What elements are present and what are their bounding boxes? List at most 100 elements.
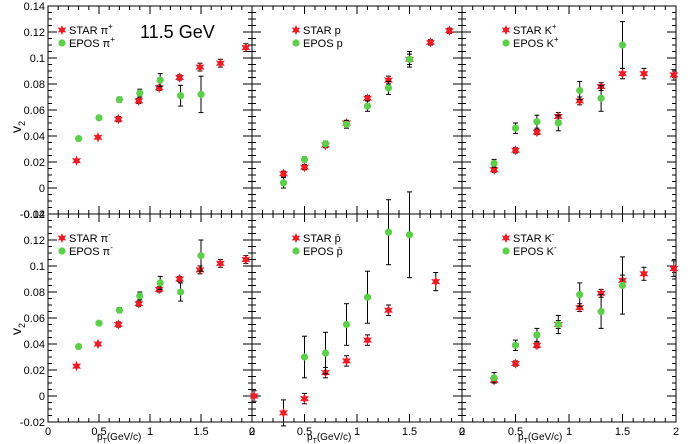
data-point-star: [215, 58, 225, 69]
epos-series: [75, 239, 205, 351]
data-point-circle: [554, 320, 562, 329]
data-point-circle: [75, 343, 83, 351]
data-point-star: [113, 113, 123, 125]
data-point-circle: [177, 288, 185, 296]
y-tick-label: 0.12: [24, 235, 45, 247]
data-point-star: [154, 82, 164, 94]
data-point-circle: [115, 306, 123, 314]
x-tick-label: 1: [566, 426, 572, 438]
x-tick-label: 0.5: [91, 426, 106, 438]
data-point-star: [575, 302, 585, 313]
data-point-star: [575, 95, 585, 107]
y-tick-label: 0: [39, 183, 45, 195]
y-tick-label: 0: [39, 391, 45, 403]
data-point-star: [669, 263, 679, 274]
panel-frame: [251, 213, 463, 423]
data-point-star: [134, 95, 144, 107]
legend-circle-marker: [292, 39, 300, 47]
legend-circle-marker: [502, 247, 510, 255]
data-point-star: [300, 393, 309, 404]
epos-series: [490, 21, 627, 168]
data-point-star: [241, 42, 251, 53]
data-point-circle: [384, 228, 393, 236]
legend-epos-label: EPOS p̄: [303, 246, 343, 258]
star-series: [249, 272, 441, 427]
legend-star-label: STAR p̄: [303, 233, 341, 245]
data-point-circle: [342, 320, 351, 329]
data-point-star: [596, 288, 606, 299]
x-tick-label: 2: [673, 426, 679, 438]
x-tick-label: 0.5: [297, 426, 312, 438]
y-tick-label: 0.02: [24, 157, 45, 169]
data-point-circle: [197, 252, 205, 260]
epos-series: [300, 191, 414, 379]
star-series: [489, 260, 679, 386]
data-point-star: [215, 258, 225, 269]
data-point-star: [511, 358, 520, 369]
data-point-circle: [618, 281, 627, 290]
data-point-circle: [490, 374, 498, 382]
data-point-circle: [279, 179, 288, 187]
data-point-circle: [156, 76, 164, 84]
legend-epos-label: EPOS K-: [513, 243, 557, 258]
data-point-star: [532, 126, 542, 138]
legend-star-marker: [501, 233, 511, 243]
data-point-circle: [533, 118, 541, 126]
legend-star-marker: [57, 233, 67, 243]
data-point-circle: [321, 349, 330, 357]
x-tick-label: 0.5: [508, 426, 523, 438]
data-point-circle: [576, 86, 584, 95]
data-point-star: [279, 168, 288, 179]
legend-star-label: STAR π+: [69, 22, 113, 37]
data-point-circle: [511, 124, 520, 132]
x-tick-label: 1.5: [615, 426, 630, 438]
data-point-star: [72, 360, 82, 372]
y-tick-label: 0.12: [24, 27, 45, 39]
legend-star-marker: [291, 25, 301, 35]
x-axis-title-left: pT(GeV/c): [97, 432, 141, 444]
data-point-star: [669, 69, 679, 81]
panel-top-right: STAR K+EPOS K+: [461, 5, 679, 215]
data-point-circle: [115, 96, 123, 104]
x-tick-label: 0: [459, 426, 465, 438]
panel-frame: [461, 213, 677, 423]
y-tick-label: 0.02: [24, 365, 45, 377]
data-point-circle: [405, 55, 414, 63]
data-point-star: [639, 68, 649, 79]
data-point-star: [195, 61, 205, 73]
data-point-circle: [136, 89, 144, 97]
x-tick-label: 2: [249, 426, 255, 438]
star-series: [489, 67, 679, 175]
legend-circle-marker: [292, 247, 300, 255]
data-point-star: [639, 268, 649, 279]
panel-frame: [461, 5, 677, 215]
data-point-star: [249, 390, 259, 402]
data-point-star: [489, 164, 499, 175]
data-point-star: [384, 74, 393, 86]
data-point-star: [444, 25, 454, 36]
y-tick-label: 0.08: [24, 79, 45, 91]
data-point-circle: [95, 319, 103, 327]
data-point-star: [279, 407, 288, 419]
panel-top-left: -0.02 0 0.02 0.04 0.06 0.08 0.1 0.12 0.14 STAR π+…: [20, 1, 253, 221]
data-point-star: [195, 264, 205, 276]
epos-series: [490, 256, 627, 384]
epos-series: [279, 51, 414, 189]
data-point-circle: [321, 140, 330, 148]
y-axis-title-bottom: v2: [8, 323, 27, 335]
data-point-circle: [177, 92, 185, 100]
legend-epos-label: EPOS K+: [513, 35, 559, 50]
data-point-circle: [136, 292, 144, 300]
y-axis-title-top: v2: [8, 121, 27, 133]
data-point-circle: [95, 114, 103, 122]
data-point-circle: [554, 119, 562, 127]
x-tick-label: 1.5: [193, 426, 208, 438]
data-point-circle: [618, 41, 627, 49]
x-tick-label: 0: [249, 426, 255, 438]
legend-epos-label: EPOS p: [303, 38, 343, 50]
data-point-circle: [405, 231, 414, 239]
x-tick-label: 1: [147, 426, 153, 438]
